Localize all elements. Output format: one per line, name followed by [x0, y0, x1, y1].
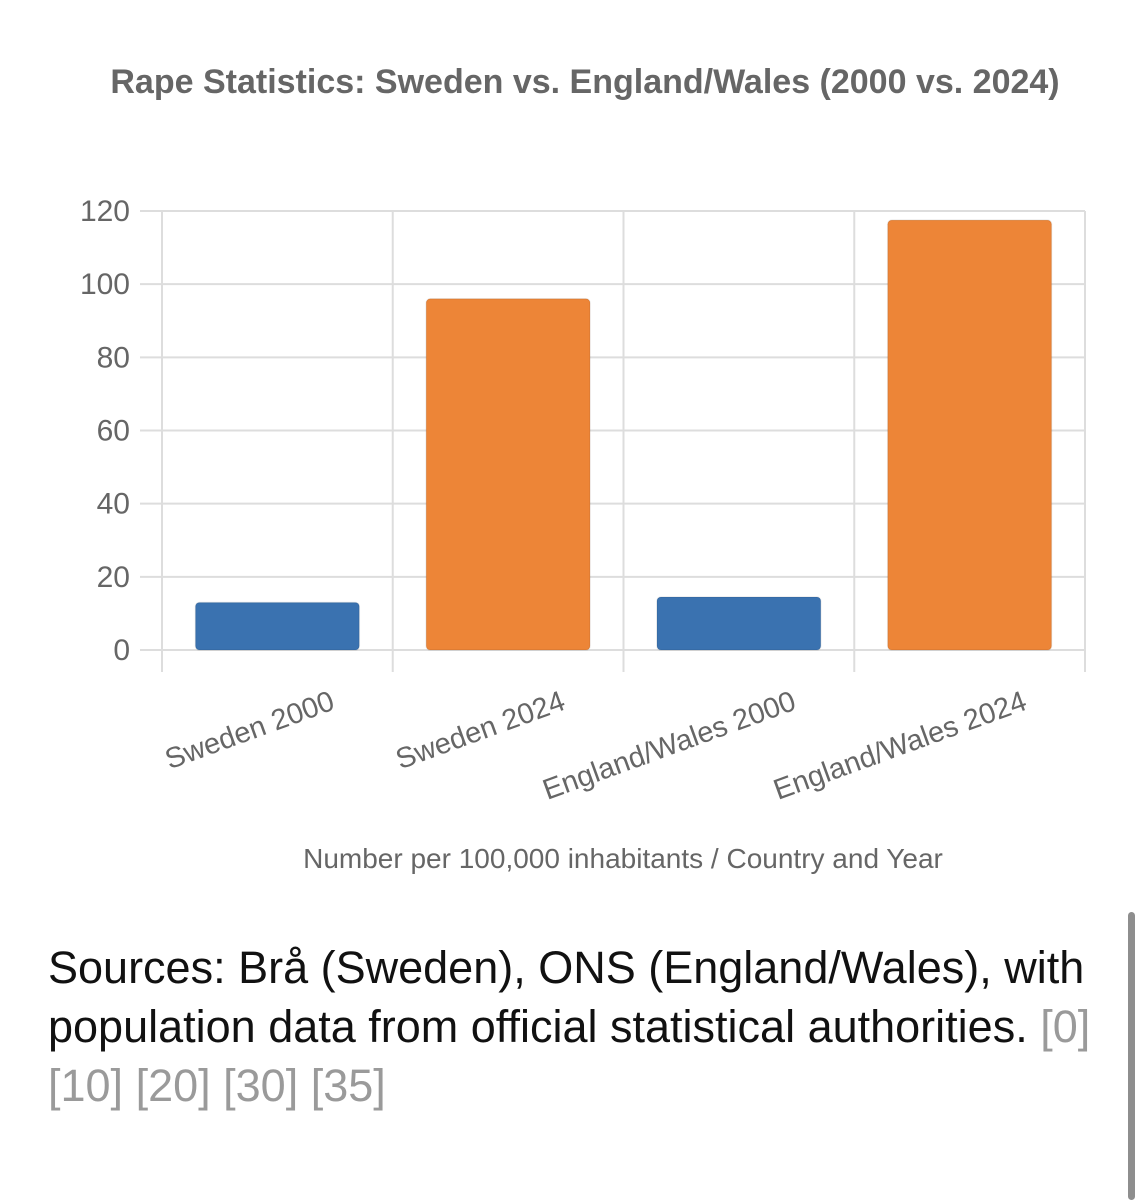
y-tick-label: 20 — [97, 561, 130, 594]
sources-text: Sources: Brå (Sweden), ONS (England/Wale… — [48, 942, 1085, 1052]
y-tick-label: 60 — [97, 415, 130, 448]
x-axis-title: Number per 100,000 inhabitants / Country… — [303, 843, 943, 874]
x-category-label: England/Wales 2024 — [769, 685, 1030, 806]
bar-sweden-2000[interactable] — [194, 601, 361, 651]
reference-link-20[interactable]: [20] — [135, 1060, 211, 1111]
scrollbar[interactable] — [1128, 912, 1135, 1200]
reference-link-35[interactable]: [35] — [310, 1060, 386, 1111]
x-category-label: Sweden 2024 — [392, 685, 570, 776]
y-tick-label: 80 — [97, 341, 130, 374]
bar-england-wales-2024[interactable] — [886, 219, 1053, 651]
y-axis-ticks: 0 20 40 60 80 100 120 — [80, 195, 130, 667]
y-tick-label: 120 — [80, 195, 130, 228]
y-tick-label: 40 — [97, 488, 130, 521]
x-category-label: England/Wales 2000 — [539, 685, 800, 806]
reference-link-0[interactable]: [0] — [1040, 1001, 1091, 1052]
chart-title: Rape Statistics: Sweden vs. England/Wale… — [110, 63, 1060, 101]
sources-note: Sources: Brå (Sweden), ONS (England/Wale… — [48, 938, 1108, 1115]
reference-link-30[interactable]: [30] — [223, 1060, 299, 1111]
bar-sweden-2024[interactable] — [425, 298, 591, 651]
bars — [194, 219, 1053, 651]
grid-lines — [140, 210, 1086, 672]
y-tick-label: 0 — [113, 634, 130, 667]
y-tick-label: 100 — [80, 268, 130, 301]
bar-england-wales-2000[interactable] — [656, 596, 822, 651]
reference-link-10[interactable]: [10] — [48, 1060, 124, 1111]
x-category-label: Sweden 2000 — [161, 685, 339, 776]
